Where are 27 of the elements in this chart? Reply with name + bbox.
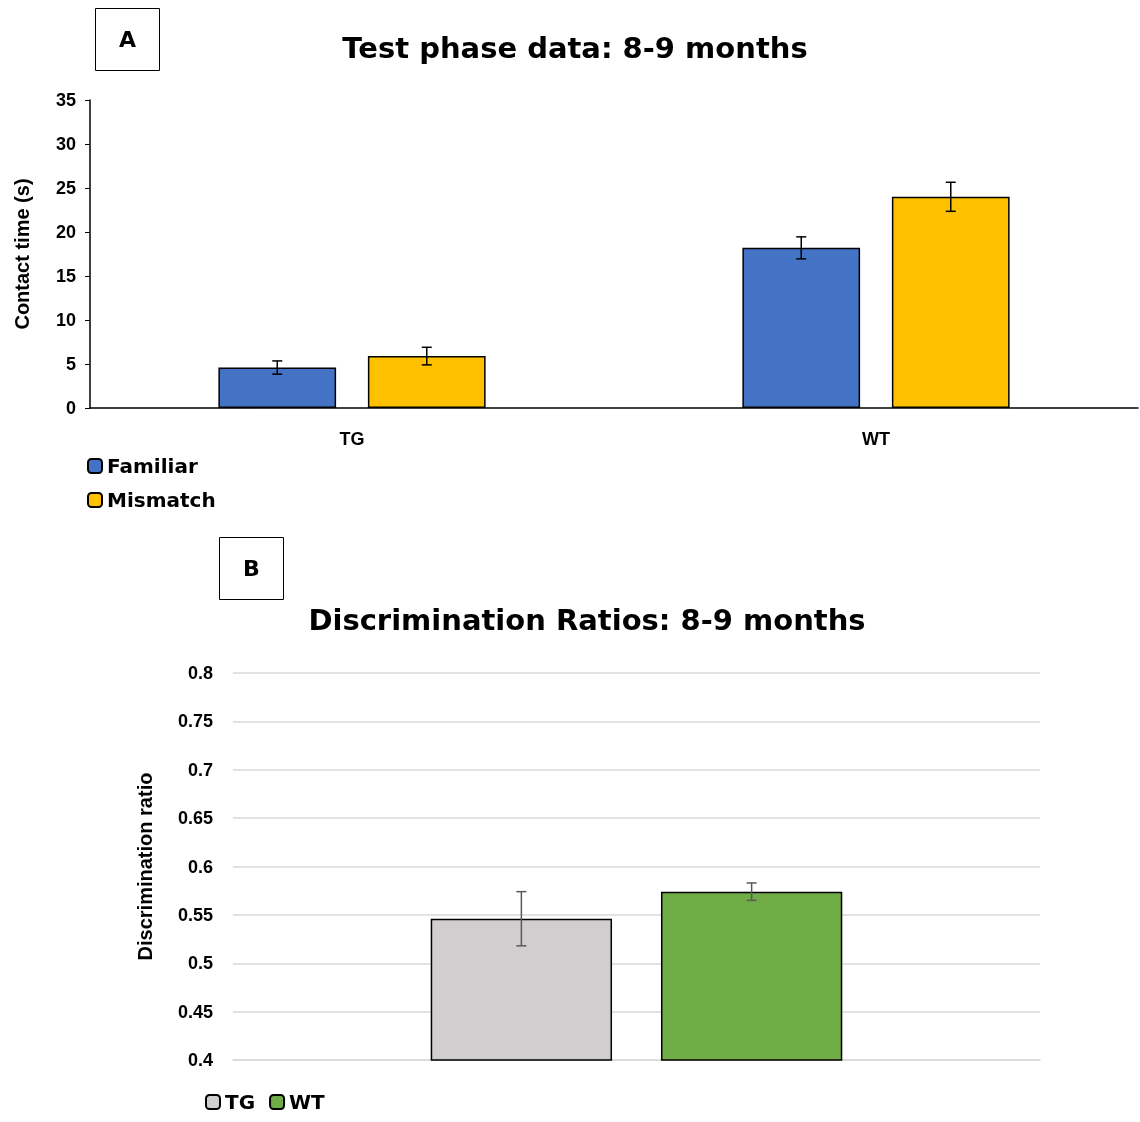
chart-title: Discrimination Ratios: 8-9 months (308, 602, 866, 637)
y-tick-label: 0.8 (187, 663, 213, 683)
y-axis-title: Contact time (s) (11, 178, 33, 330)
chart-title: Test phase data: 8-9 months (342, 30, 808, 65)
y-tick-label: 10 (55, 310, 76, 330)
y-tick-label: 0.5 (187, 953, 213, 974)
y-tick-label: 25 (55, 178, 76, 198)
y-tick-label: 0.7 (187, 759, 213, 780)
legend-label: TG (225, 1090, 256, 1114)
legend-label: Mismatch (107, 488, 216, 512)
y-tick-label: 0.75 (177, 711, 213, 732)
y-tick-label: 0.6 (187, 856, 213, 877)
y-tick-label: 0.4 (187, 1050, 213, 1070)
legend-label: Familiar (107, 454, 198, 478)
text: A (118, 27, 137, 52)
y-tick-label: 15 (55, 266, 76, 286)
y-tick-label: 5 (65, 354, 76, 374)
y-tick-label: 0.65 (177, 808, 213, 829)
y-tick-label: 30 (55, 134, 76, 154)
y-tick-label: 20 (55, 222, 76, 242)
text: B (243, 556, 260, 581)
y-tick-label: 0.45 (177, 1001, 213, 1022)
y-tick-label: 0.55 (177, 904, 213, 925)
y-tick-label: 0 (65, 398, 76, 418)
y-axis-title: Discrimination ratio (134, 772, 156, 961)
legend-label: WT (289, 1090, 326, 1114)
y-tick-label: 35 (55, 90, 76, 110)
